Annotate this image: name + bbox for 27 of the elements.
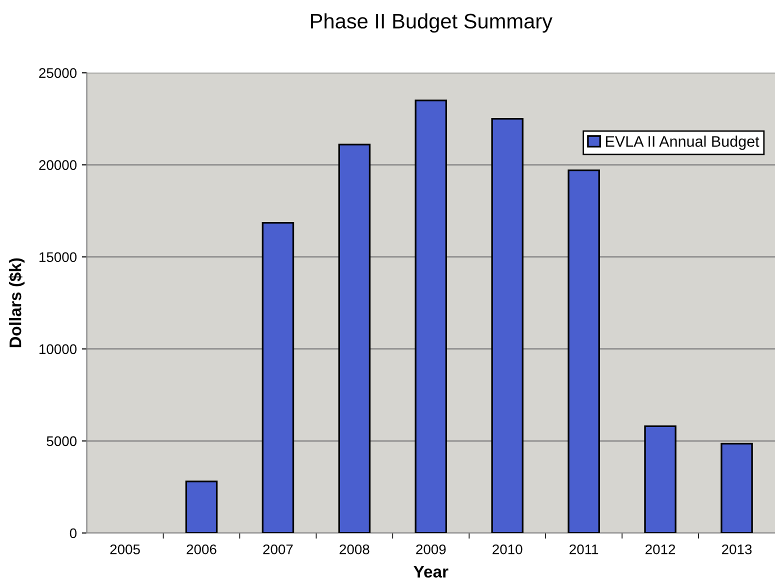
legend-label: EVLA II Annual Budget [606,136,760,150]
bar [720,442,753,533]
bar [568,170,600,533]
y-axis-title: Dollars ($k) [8,258,25,348]
bar [644,425,676,533]
bar [414,100,448,533]
x-tick-label: 2011 [570,544,598,554]
x-tick-label: 2006 [186,544,216,554]
y-tick-label: 20000 [39,160,77,170]
chart-title: Phase II Budget Summary [311,13,552,33]
y-tick-label: 10000 [40,344,77,354]
y-tick-label: 25000 [39,68,77,78]
x-tick-label: 2009 [416,544,446,554]
x-tick-label: 2010 [492,544,522,554]
x-tick-label: 2005 [110,544,140,554]
x-tick-label: 2013 [722,544,752,554]
bar [491,118,524,533]
x-tick-label: 2007 [263,544,293,554]
y-tick-label: 5000 [46,436,77,446]
x-axis-title: Year [414,566,448,578]
bar [262,222,294,533]
y-tick-label: 0 [70,528,77,538]
x-tick-label: 2008 [340,544,370,554]
y-tick-label: 15000 [40,252,77,262]
bar [185,480,218,533]
x-tick-label: 2012 [646,544,676,554]
bar [338,144,371,533]
